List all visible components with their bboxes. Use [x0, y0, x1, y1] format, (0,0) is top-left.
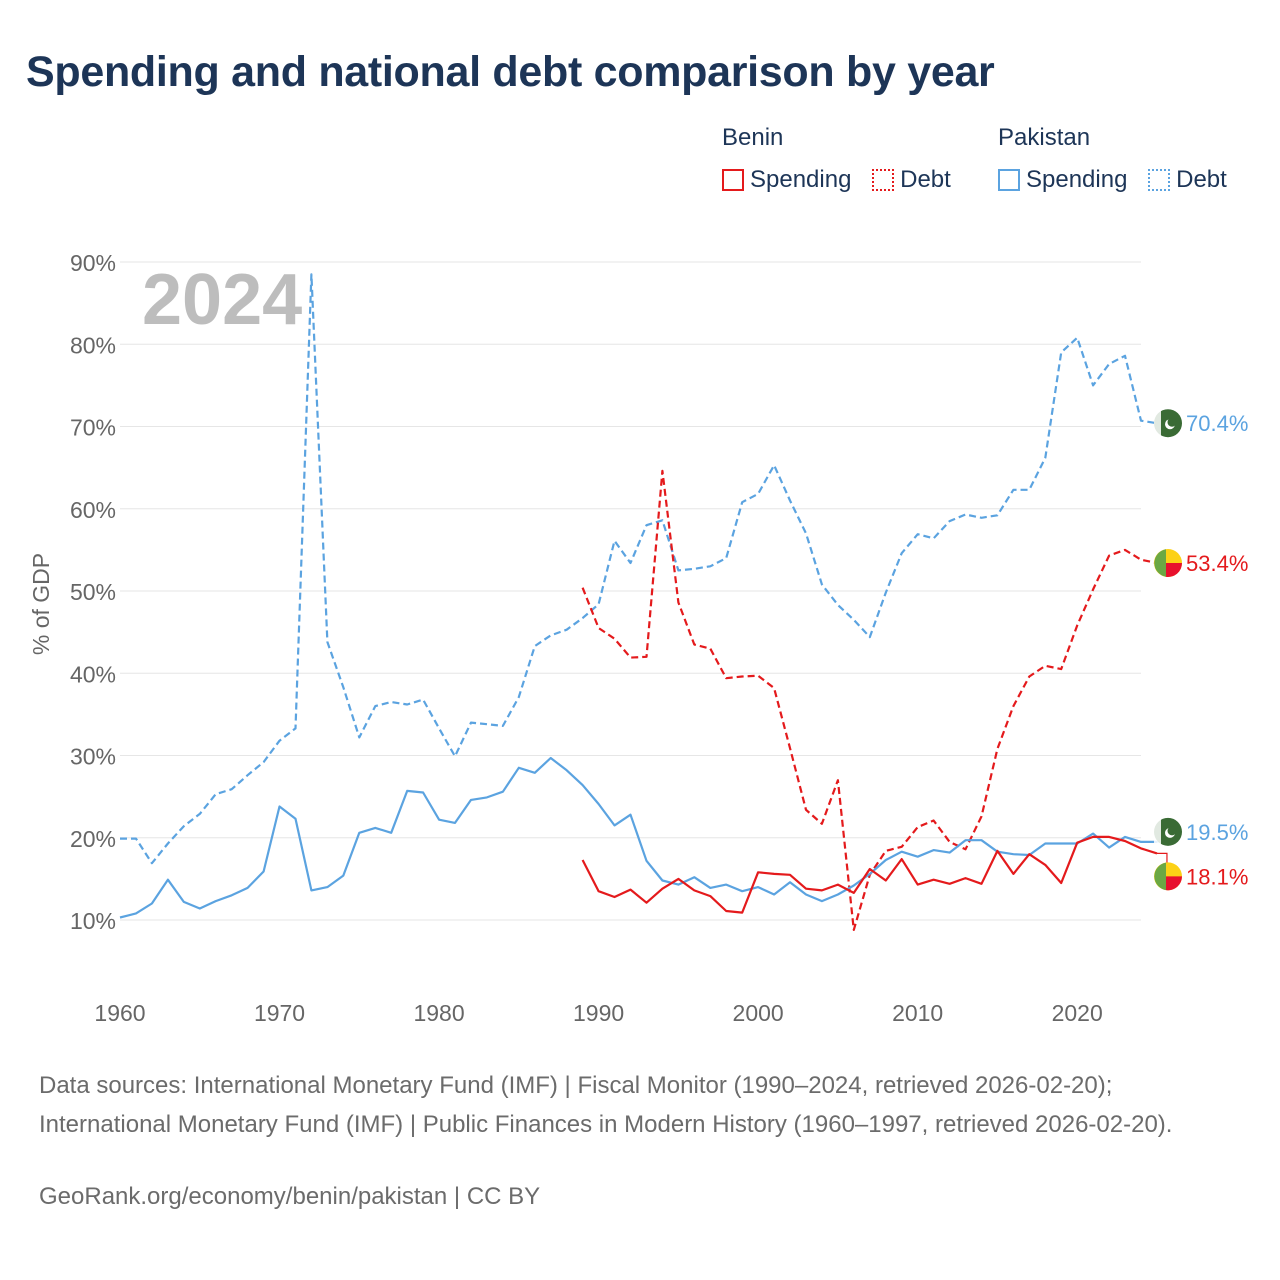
- y-tick-label: 40%: [70, 661, 116, 687]
- flag-green-band: [1154, 549, 1166, 577]
- x-tick-label: 2000: [733, 1000, 784, 1026]
- x-tick-label: 1990: [573, 1000, 624, 1026]
- legend-benin: Benin Spending Debt: [722, 124, 965, 198]
- end-value-label: 18.1%: [1186, 864, 1248, 889]
- y-tick-label: 70%: [70, 415, 116, 441]
- x-tick-label: 1980: [413, 1000, 464, 1026]
- legend-country-pakistan: Pakistan: [998, 124, 1091, 151]
- benin-spending-line[interactable]: [581, 835, 1158, 914]
- y-tick-label: 30%: [70, 744, 116, 770]
- flag-stripe: [1154, 409, 1161, 438]
- pakistan-spending-line[interactable]: [119, 756, 1157, 919]
- flag-crescent-cut: [1167, 826, 1177, 836]
- end-value-label: 70.4%: [1186, 411, 1248, 436]
- flag-stripe: [1154, 817, 1161, 846]
- x-tick-label: 2020: [1052, 1000, 1103, 1026]
- flag-red-band: [1166, 563, 1182, 577]
- legend-item-benin-debt[interactable]: Debt: [872, 166, 951, 194]
- legend-label-pakistan-spending: Spending: [1026, 166, 1128, 193]
- legend-item-benin-spending[interactable]: Spending: [722, 166, 851, 194]
- x-tick-label: 1970: [254, 1000, 305, 1026]
- line-chart: 10% 20% 30% 40% 50% 60% 70% 80% 90% 1960 1970 1980…: [28, 250, 1248, 1026]
- y-tick-label: 50%: [70, 579, 116, 605]
- credit-link[interactable]: GeoRank.org/economy/benin/pakistan | CC …: [39, 1183, 541, 1210]
- legend-pakistan: Pakistan Spending Debt: [998, 124, 1241, 198]
- legend-item-pakistan-debt[interactable]: Debt: [1148, 166, 1227, 194]
- chart-title: Spending and national debt comparison by…: [26, 48, 995, 96]
- flag-green-band: [1154, 862, 1166, 891]
- swatch-dotted-icon: [1148, 169, 1171, 191]
- swatch-solid-icon: [722, 169, 744, 191]
- legend-item-pakistan-spending[interactable]: Spending: [998, 166, 1127, 194]
- y-tick-label: 80%: [70, 332, 116, 358]
- series-lines: [119, 273, 1158, 932]
- y-axis-ticks: 10% 20% 30% 40% 50% 60% 70% 80% 90%: [70, 250, 116, 934]
- legend-label-benin-spending: Spending: [750, 166, 852, 193]
- y-tick-label: 20%: [70, 826, 116, 852]
- flag-red-band: [1166, 876, 1182, 891]
- pakistan-debt-line[interactable]: [120, 273, 1158, 865]
- y-tick-label: 60%: [70, 497, 116, 523]
- y-tick-label: 90%: [70, 250, 116, 276]
- data-sources: Data sources: International Monetary Fun…: [39, 1072, 1173, 1138]
- end-markers: 70.4% 53.4% 19.5% 18.1%: [1154, 409, 1248, 891]
- legend-country-benin: Benin: [722, 124, 784, 151]
- year-label: 2024: [142, 260, 302, 340]
- gridlines: [120, 261, 1141, 921]
- swatch-dotted-icon: [872, 169, 895, 191]
- x-tick-label: 2010: [892, 1000, 943, 1026]
- end-value-label: 53.4%: [1186, 551, 1248, 576]
- y-tick-label: 10%: [70, 908, 116, 934]
- legend-label-pakistan-debt: Debt: [1176, 166, 1227, 193]
- end-value-label: 19.5%: [1186, 820, 1248, 845]
- x-axis-ticks: 1960 1970 1980 1990 2000 2010 2020: [94, 1000, 1102, 1026]
- x-tick-label: 1960: [94, 1000, 145, 1026]
- swatch-solid-icon: [998, 169, 1020, 191]
- flag-crescent-cut: [1167, 417, 1177, 427]
- legend-label-benin-debt: Debt: [900, 166, 951, 193]
- y-axis-label: % of GDP: [28, 553, 54, 655]
